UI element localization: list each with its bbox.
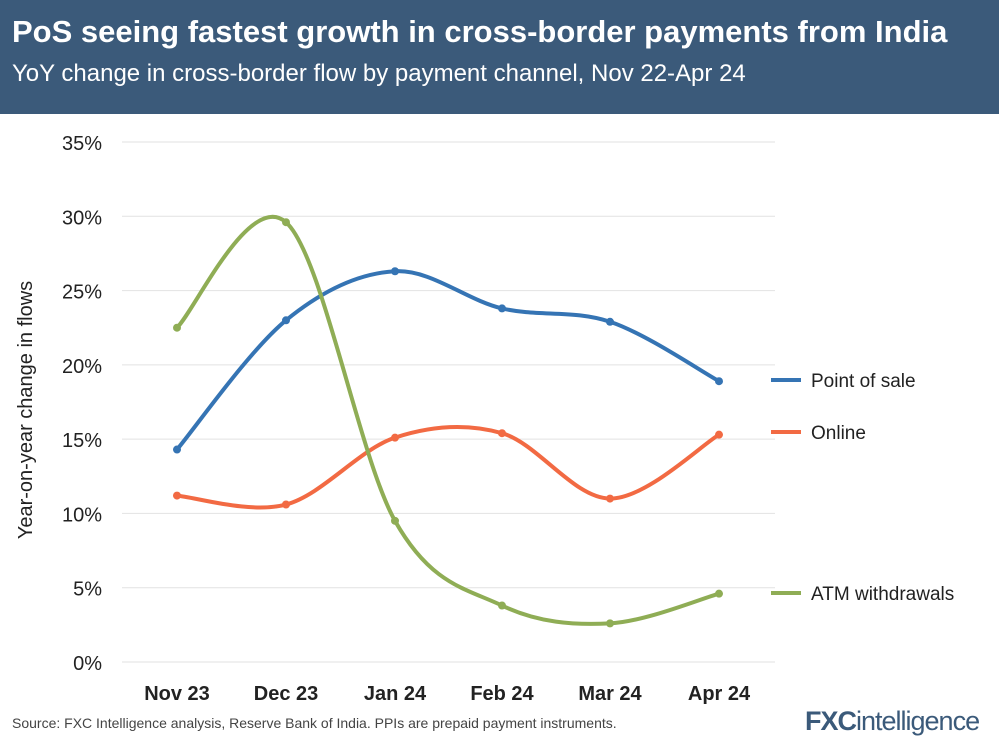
data-point-online [282,500,290,509]
legend-label-atm-withdrawals: ATM withdrawals [811,584,954,605]
data-point-point-of-sale [606,317,614,326]
y-tick-label: 5% [73,579,102,601]
chart-title: PoS seeing fastest growth in cross-borde… [12,14,948,49]
y-tick-label: 35% [62,133,102,155]
x-tick-label: Nov 23 [144,683,210,705]
x-tick-label: Jan 24 [364,683,427,705]
data-point-atm-withdrawals [498,601,506,610]
y-tick-label: 20% [62,356,102,378]
data-point-atm-withdrawals [391,516,399,525]
data-point-point-of-sale [173,445,181,454]
data-point-online [606,494,614,503]
series-line-online [175,424,721,510]
series-line-point-of-sale [175,269,721,452]
data-point-online [391,433,399,442]
series-line-atm-withdrawals [175,214,721,626]
y-tick-label: 10% [62,504,102,526]
y-axis-label: Year-on-year change in flows [15,281,37,539]
data-point-point-of-sale [498,304,506,313]
data-point-online [715,430,723,439]
legend-label-online: Online [811,423,866,444]
data-point-point-of-sale [282,316,290,325]
data-point-point-of-sale [391,267,399,276]
x-tick-label: Feb 24 [470,683,534,705]
x-tick-label: Apr 24 [688,683,751,705]
x-tick-label: Dec 23 [254,683,319,705]
data-point-atm-withdrawals [173,323,181,332]
legend-label-point-of-sale: Point of sale [811,371,916,392]
source-note: Source: FXC Intelligence analysis, Reser… [12,715,617,731]
data-point-point-of-sale [715,377,723,386]
data-point-online [498,429,506,438]
data-point-online [173,491,181,500]
data-point-atm-withdrawals [282,218,290,227]
y-tick-label: 0% [73,653,102,675]
chart-header: PoS seeing fastest growth in cross-borde… [0,0,999,114]
data-point-atm-withdrawals [606,619,614,628]
y-tick-label: 30% [62,207,102,229]
y-tick-label: 15% [62,430,102,452]
fxc-intelligence-logo: FXCintelligence [805,706,980,736]
x-tick-label: Mar 24 [578,683,642,705]
data-point-atm-withdrawals [715,589,723,598]
y-tick-label: 25% [62,282,102,304]
chart-subtitle: YoY change in cross-border flow by payme… [12,60,746,87]
